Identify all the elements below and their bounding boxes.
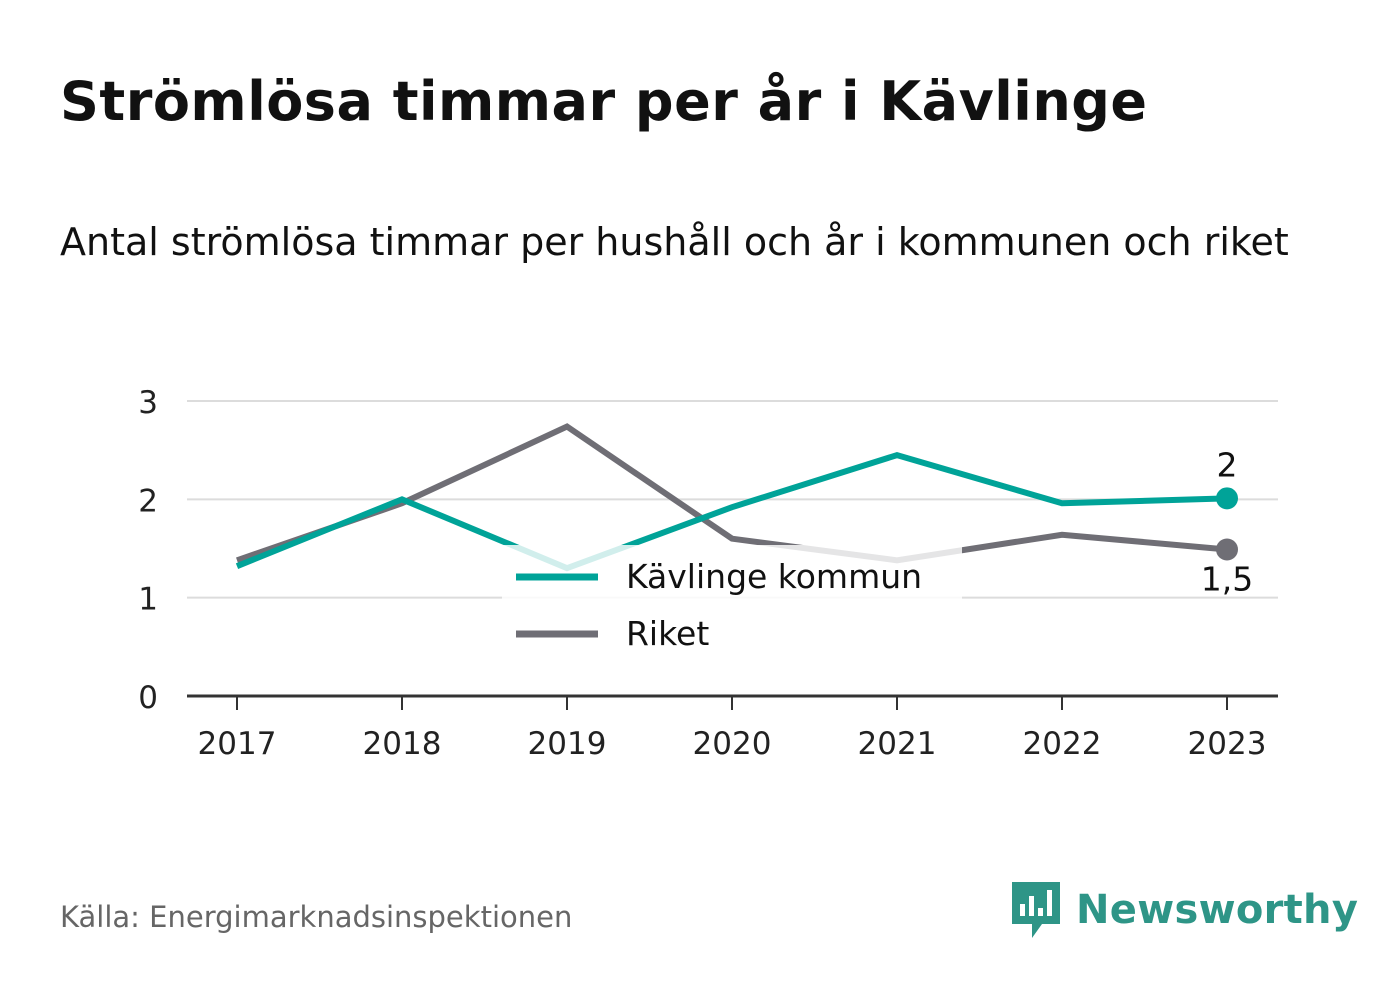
brand-logo: Newsworthy: [1010, 880, 1358, 940]
chart-title: Strömlösa timmar per år i Kävlinge: [60, 70, 1148, 133]
source-note: Källa: Energimarknadsinspektionen: [60, 900, 573, 934]
brand-name: Newsworthy: [1076, 887, 1359, 933]
x-tick-label: 2017: [198, 726, 277, 762]
series-line-kavlinge: [235, 451, 1228, 572]
series-line-riket: [236, 423, 1228, 564]
newsworthy-logo-icon: [1012, 882, 1060, 938]
x-tick-label: 2020: [693, 726, 772, 762]
chart-subtitle: Antal strömlösa timmar per hushåll och å…: [60, 220, 1289, 264]
x-tick-label: 2023: [1188, 726, 1267, 762]
end-point-marker: [1216, 487, 1238, 510]
legend-label: Riket: [626, 614, 709, 653]
end-point-marker: [1216, 538, 1238, 561]
y-tick-label: 2: [138, 483, 158, 519]
y-tick-label: 0: [138, 680, 158, 716]
x-tick-label: 2019: [528, 726, 607, 762]
end-value-label: 1,5: [1201, 559, 1253, 598]
x-tick-label: 2021: [858, 726, 937, 762]
x-tick-label: 2022: [1023, 726, 1102, 762]
x-tick-label: 2018: [363, 726, 442, 762]
legend-background: [502, 545, 962, 663]
end-value-label: 2: [1217, 445, 1238, 484]
y-tick-label: 3: [138, 385, 158, 421]
legend-label: Kävlinge kommun: [626, 557, 922, 596]
y-tick-label: 1: [138, 582, 158, 618]
